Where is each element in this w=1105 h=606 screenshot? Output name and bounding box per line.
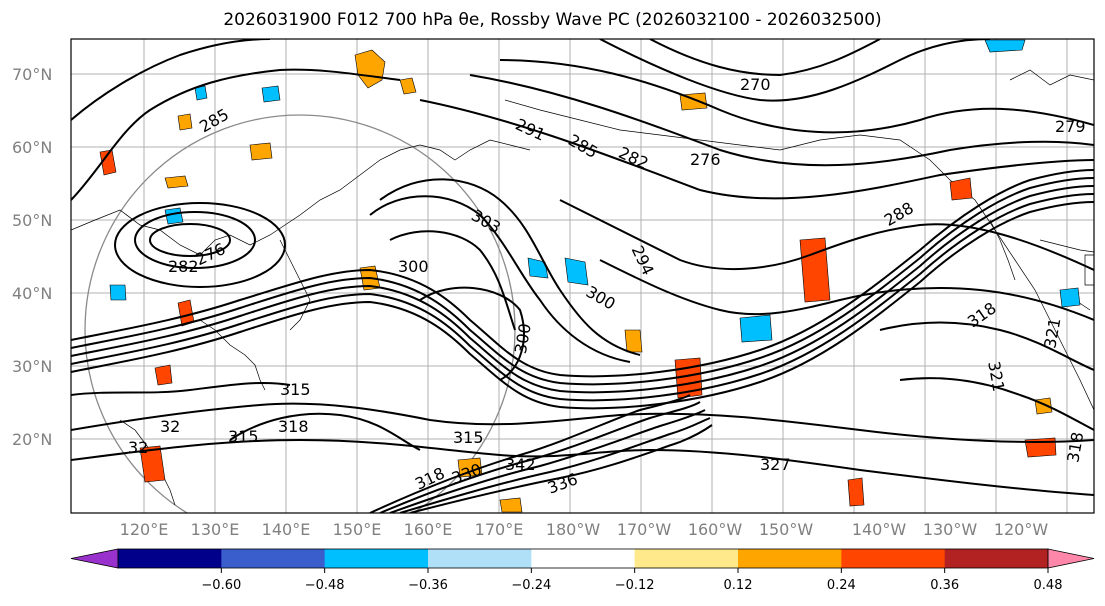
contour-label-315c: 315 (453, 428, 484, 447)
colorbar-segment (221, 549, 326, 568)
colorbar-tick-label: 0.24 (827, 578, 856, 593)
lon-label: 170°W (617, 520, 672, 539)
colorbar-segment (738, 549, 842, 568)
contour-label-327: 327 (760, 455, 791, 474)
lon-label: 140°W (852, 520, 907, 539)
lon-label: 170°E (475, 520, 524, 539)
colorbar-ticks: −0.60 −0.48 −0.36 −0.24 −0.12 0.12 0.24 0.36 0.4… (201, 568, 1063, 593)
colorbar-segment (634, 549, 739, 568)
lon-label: 120°E (120, 520, 169, 539)
contour-label-282: 282 (168, 257, 199, 276)
colorbar-tick-label: 0.12 (724, 578, 753, 593)
colorbar-tick-label: −0.48 (305, 578, 345, 593)
colorbar-tick-label: −0.60 (201, 578, 241, 593)
colorbar-tick-label: 0.36 (930, 578, 959, 593)
map-content: 270 276 282 285 291 285 282 276 294 300 … (71, 39, 1094, 513)
longitude-labels: 120°E 130°E 140°E 150°E 160°E 170°E 180°… (120, 520, 1049, 539)
colorbar-segment (324, 549, 429, 568)
theta-e-contours (71, 39, 1094, 513)
colorbar-tick-label: 0.48 (1034, 578, 1063, 593)
colorbar-tick-label: −0.24 (511, 578, 551, 593)
latitude-labels: 70°N 60°N 50°N 40°N 30°N 20°N (12, 65, 52, 449)
lat-label: 30°N (12, 357, 52, 376)
contour-label-32b: 32 (128, 438, 148, 457)
lat-label: 50°N (12, 211, 52, 230)
contour-label-300b: 300 (398, 257, 429, 276)
colorbar-frame (117, 548, 1049, 569)
lon-label: 130°E (191, 520, 240, 539)
colorbar-segment (428, 549, 532, 568)
colorbar-segment (944, 549, 1049, 568)
contour-label-315b: 315 (228, 427, 259, 446)
contour-label-342: 342 (505, 455, 536, 474)
colorbar (70, 548, 1095, 569)
colorbar-segment (841, 549, 946, 568)
colorbar-segment (531, 549, 636, 568)
colorbar-tick-label: −0.36 (408, 578, 448, 593)
colorbar-segment (118, 549, 222, 568)
colorbar-tick-label: −0.12 (615, 578, 655, 593)
lat-label: 20°N (12, 430, 52, 449)
figure-title: 2026031900 F012 700 hPa θe, Rossby Wave … (223, 10, 882, 30)
colorbar-extend-left (70, 548, 119, 569)
map-frame (70, 38, 1095, 514)
contour-label-270: 270 (740, 75, 771, 94)
lon-label: 150°E (333, 520, 382, 539)
contour-label-276b: 276 (690, 150, 721, 169)
lon-label: 160°E (404, 520, 453, 539)
lat-label: 70°N (12, 65, 52, 84)
lon-label: 160°W (688, 520, 743, 539)
lat-label: 60°N (12, 138, 52, 157)
lon-label: 130°W (923, 520, 978, 539)
contour-label-315: 315 (280, 380, 311, 399)
contour-label-279: 279 (1055, 117, 1086, 136)
lon-label: 150°W (759, 520, 814, 539)
lat-label: 40°N (12, 284, 52, 303)
lon-label: 120°W (994, 520, 1049, 539)
colorbar-extend-right (1047, 548, 1095, 569)
shading (99, 39, 1081, 513)
lon-label: 140°E (262, 520, 311, 539)
contour-label-32: 32 (160, 417, 180, 436)
lon-label: 180°W (546, 520, 601, 539)
contour-label-318: 318 (278, 417, 309, 436)
